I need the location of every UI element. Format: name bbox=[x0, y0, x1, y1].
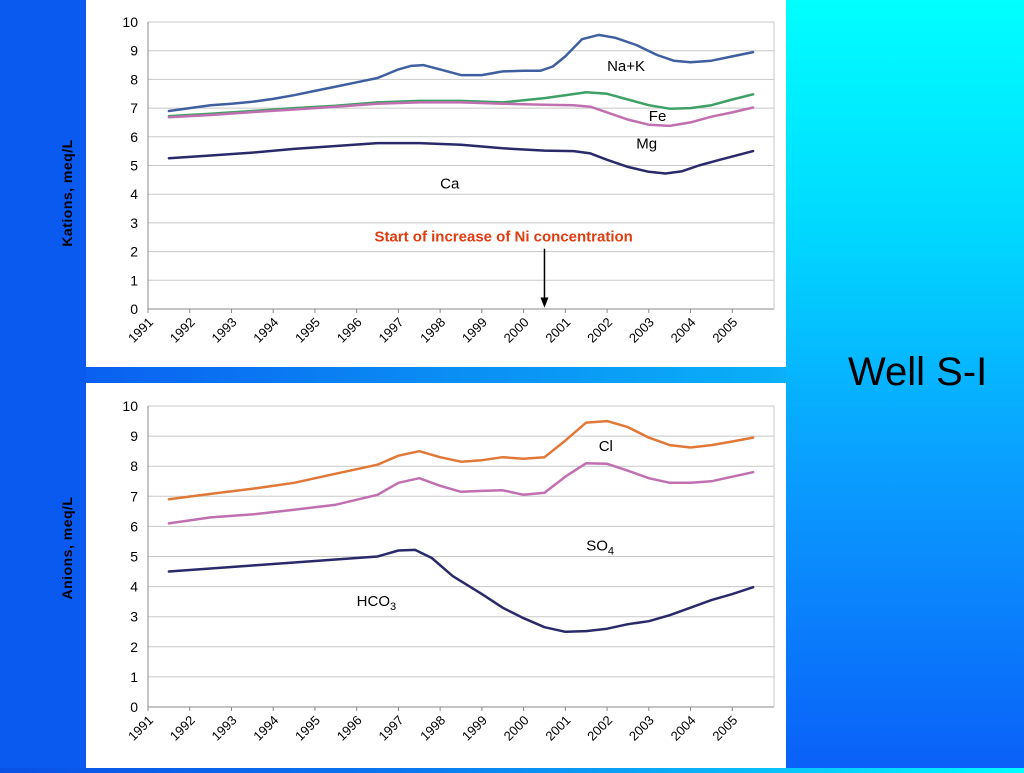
kations-x-tick-label: 1991 bbox=[125, 315, 156, 346]
kations-series-line-ca bbox=[167, 141, 755, 175]
anions-series-label-cl: Cl bbox=[599, 438, 613, 455]
kations-y-tick-label: 7 bbox=[130, 100, 138, 116]
slide-title: Well S-I bbox=[848, 350, 988, 394]
chart-separator-band bbox=[86, 367, 786, 383]
kations-y-axis-label: Kations, meq/L bbox=[59, 139, 75, 247]
kations-x-tick-label: 1992 bbox=[167, 315, 198, 346]
kations-series-label-fe: Fe bbox=[649, 108, 667, 125]
kations-x-tick-label: 1998 bbox=[417, 315, 448, 346]
kations-y-tick-label: 10 bbox=[122, 14, 138, 30]
anions-x-tick-label: 1997 bbox=[375, 713, 406, 744]
kations-y-tick-label: 1 bbox=[130, 272, 138, 288]
kations-y-tick-label: 5 bbox=[130, 158, 138, 174]
anions-y-tick-label: 5 bbox=[130, 549, 138, 565]
anions-y-axis-label: Anions, meq/L bbox=[59, 496, 75, 600]
anions-x-tick-label: 1998 bbox=[417, 713, 448, 744]
anions-series-line-hco3 bbox=[167, 548, 755, 634]
kations-series-label-nak: Na+K bbox=[607, 58, 645, 75]
right-gradient-panel bbox=[786, 0, 1024, 768]
kations-x-tick-label: 1995 bbox=[292, 315, 323, 346]
anions-x-tick-label: 2001 bbox=[542, 713, 573, 744]
kations-x-tick-label: 2000 bbox=[501, 315, 532, 346]
anions-y-tick-label: 10 bbox=[122, 398, 138, 414]
anions-y-tick-label: 9 bbox=[130, 428, 138, 444]
kations-y-tick-label: 9 bbox=[130, 43, 138, 59]
kations-x-tick-label: 2004 bbox=[668, 315, 699, 346]
anions-x-tick-label: 1996 bbox=[334, 713, 365, 744]
anions-x-tick-label: 1991 bbox=[125, 713, 156, 744]
anions-y-tick-label: 7 bbox=[130, 488, 138, 504]
kations-y-tick-label: 4 bbox=[130, 186, 138, 202]
anions-y-tick-label: 1 bbox=[130, 669, 138, 685]
anions-x-tick-label: 2002 bbox=[584, 713, 615, 744]
kations-annotation-text: Start of increase of Ni concentration bbox=[374, 229, 632, 246]
kations-series-label-ca: Ca bbox=[440, 175, 460, 192]
anions-x-tick-label: 1995 bbox=[292, 713, 323, 744]
kations-chart-panel: 0 1 2 3 4 5 6 7 8 9 10 1991 1992 1993 1994 1995 1996 1997… bbox=[86, 0, 786, 367]
anions-series-label-hco3: HCO3 bbox=[357, 593, 396, 613]
kations-x-tick-label: 1994 bbox=[250, 315, 281, 346]
left-blue-strip bbox=[0, 0, 86, 768]
kations-x-tick-label: 1996 bbox=[334, 315, 365, 346]
kations-y-tick-label: 2 bbox=[130, 244, 138, 260]
anions-x-tick-label: 2000 bbox=[501, 713, 532, 744]
kations-annotation-arrow-head bbox=[540, 297, 549, 308]
kations-y-tick-label: 3 bbox=[130, 215, 138, 231]
anions-x-tick-label: 2005 bbox=[709, 713, 740, 744]
anions-y-tick-label: 0 bbox=[130, 699, 138, 715]
kations-x-tick-label: 2005 bbox=[709, 315, 740, 346]
kations-x-tick-label: 2001 bbox=[542, 315, 573, 346]
kations-y-tick-label: 6 bbox=[130, 129, 138, 145]
kations-y-tick-label: 8 bbox=[130, 71, 138, 87]
anions-y-tick-label: 8 bbox=[130, 458, 138, 474]
kations-y-tick-label: 0 bbox=[130, 301, 138, 317]
kations-x-tick-label: 2003 bbox=[626, 315, 657, 346]
anions-series-line-so4 bbox=[167, 461, 755, 525]
anions-series-label-so4: SO4 bbox=[586, 537, 614, 557]
anions-x-tick-label: 1999 bbox=[459, 713, 490, 744]
anions-series-line-cl bbox=[167, 419, 755, 501]
anions-x-tick-label: 1993 bbox=[209, 713, 240, 744]
kations-x-tick-label: 2002 bbox=[584, 315, 615, 346]
anions-y-tick-label: 6 bbox=[130, 518, 138, 534]
anions-chart: 0 1 2 3 4 5 6 7 8 9 10 1991 1992 1993 1994 1995 1996 1997… bbox=[122, 398, 775, 744]
kations-series-label-mg: Mg bbox=[636, 135, 657, 152]
anions-x-tick-label: 2004 bbox=[668, 713, 699, 744]
kations-x-tick-label: 1997 bbox=[375, 315, 406, 346]
anions-x-tick-label: 1992 bbox=[167, 713, 198, 744]
kations-series-line-fe bbox=[167, 91, 755, 118]
kations-series-line-mg bbox=[167, 101, 755, 128]
kations-x-tick-label: 1993 bbox=[209, 315, 240, 346]
kations-chart: 0 1 2 3 4 5 6 7 8 9 10 1991 1992 1993 1994 1995 1996 1997… bbox=[122, 14, 775, 346]
anions-y-tick-label: 2 bbox=[130, 639, 138, 655]
anions-x-tick-label: 1994 bbox=[250, 713, 281, 744]
kations-x-tick-label: 1999 bbox=[459, 315, 490, 346]
anions-chart-panel: 0 1 2 3 4 5 6 7 8 9 10 1991 1992 1993 1994 1995 1996 1997… bbox=[86, 383, 786, 768]
anions-x-tick-label: 2003 bbox=[626, 713, 657, 744]
kations-series-line-nak bbox=[167, 33, 755, 113]
anions-y-tick-label: 3 bbox=[130, 609, 138, 625]
anions-y-tick-label: 4 bbox=[130, 579, 138, 595]
